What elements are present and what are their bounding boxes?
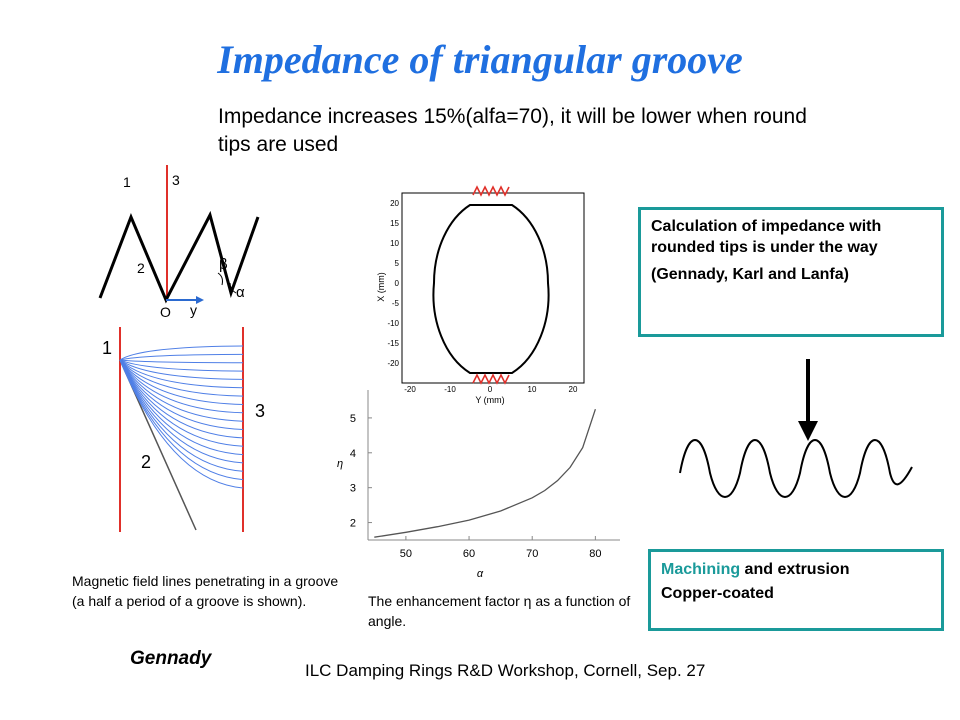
field-line xyxy=(119,359,244,380)
calculation-note-box: Calculation of impedance with rounded ti… xyxy=(638,207,944,337)
ytick: 5 xyxy=(395,259,400,268)
field-line xyxy=(119,359,244,389)
xtick: 20 xyxy=(569,385,578,394)
field-line xyxy=(119,359,244,481)
series-line xyxy=(374,408,597,538)
beta-arc xyxy=(217,272,223,286)
field-line xyxy=(119,359,244,489)
x-tick-label: 50 xyxy=(400,548,412,560)
ytick: -10 xyxy=(387,319,399,328)
xtick: -10 xyxy=(444,385,456,394)
field-line xyxy=(119,345,244,361)
ytick: -5 xyxy=(392,299,400,308)
machining-line: Machining and extrusion xyxy=(661,558,931,582)
author-name: Gennady xyxy=(130,648,212,669)
down-arrow-icon xyxy=(798,421,818,441)
y-tick-label: 5 xyxy=(350,413,356,425)
field-label-3: 3 xyxy=(255,401,265,421)
ytick: 0 xyxy=(395,279,400,288)
enhancement-factor-chart: 50 60 70 80 2 3 4 5 α η xyxy=(337,390,620,580)
field-lines-caption: Magnetic field lines penetrating in a gr… xyxy=(72,573,339,609)
ytick: -15 xyxy=(387,339,399,348)
cross-section-xlabel: Y (mm) xyxy=(475,395,504,405)
calc-note-text: Calculation of impedance with rounded ti… xyxy=(651,218,882,256)
field-line xyxy=(119,359,244,414)
copper-coated-text: Copper-coated xyxy=(661,585,774,602)
field-line xyxy=(119,359,244,372)
rounded-groove-figure xyxy=(679,359,913,498)
extrusion-text: and extrusion xyxy=(740,561,850,578)
cross-section-figure: 20 15 10 5 0 -5 -10 -15 -20 -20 -10 0 10… xyxy=(376,185,585,405)
triangular-groove-profile xyxy=(98,210,260,304)
alpha-arc xyxy=(229,282,237,294)
cross-section-ylabel: X (mm) xyxy=(376,272,386,302)
machining-word: Machining xyxy=(661,561,741,578)
label-y: y xyxy=(190,302,197,318)
x-tick-label: 60 xyxy=(463,548,475,560)
x-tick-label: 70 xyxy=(526,548,538,560)
chart-ylabel: η xyxy=(337,458,343,470)
ytick: -20 xyxy=(387,359,399,368)
label-1: 1 xyxy=(123,174,131,190)
field-line xyxy=(119,359,244,422)
field-line xyxy=(119,359,244,447)
xtick: 10 xyxy=(528,385,537,394)
xtick: -20 xyxy=(404,385,416,394)
field-line xyxy=(119,359,244,397)
machining-note-box: Machining and extrusion Copper-coated xyxy=(648,549,944,631)
xtick: 0 xyxy=(488,385,493,394)
slide-subtitle: Impedance increases 15%(alfa=70), it wil… xyxy=(218,105,807,156)
footer-text: ILC Damping Rings R&D Workshop, Cornell,… xyxy=(305,661,706,680)
rounded-groove-profile xyxy=(679,439,913,498)
field-lines-figure: 1 2 3 xyxy=(102,327,265,532)
bottom-groove-zigzag xyxy=(472,373,510,385)
chamber-outline xyxy=(432,204,550,374)
y-tick-label: 4 xyxy=(350,448,356,460)
field-line xyxy=(119,359,244,405)
label-origin: O xyxy=(160,304,171,320)
label-alpha: α xyxy=(236,284,245,301)
field-lines-group xyxy=(119,345,244,489)
chart-xlabel: α xyxy=(477,568,484,580)
y-tick-label: 2 xyxy=(350,518,356,530)
ytick: 10 xyxy=(390,239,399,248)
field-line xyxy=(119,359,244,439)
enhancement-caption: The enhancement factor η as a function o… xyxy=(368,593,631,629)
plot-frame xyxy=(401,192,585,384)
field-line xyxy=(119,353,244,361)
field-line xyxy=(119,359,244,364)
field-label-1: 1 xyxy=(102,338,112,358)
field-line xyxy=(119,359,244,472)
field-label-2: 2 xyxy=(141,452,151,472)
field-line xyxy=(119,359,244,464)
field-line xyxy=(119,359,244,456)
arrow-head-icon xyxy=(196,296,204,304)
calc-note-authors: (Gennady, Karl and Lanfa) xyxy=(651,266,849,283)
label-2: 2 xyxy=(137,260,145,276)
y-tick-label: 3 xyxy=(350,483,356,495)
field-line xyxy=(119,359,244,430)
slide-title: Impedance of triangular groove xyxy=(217,37,743,82)
x-tick-label: 80 xyxy=(589,548,601,560)
ytick: 15 xyxy=(390,219,399,228)
top-groove-zigzag xyxy=(472,185,510,197)
ytick: 20 xyxy=(390,199,399,208)
label-beta: β xyxy=(219,256,228,273)
label-3: 3 xyxy=(172,172,180,188)
groove-geometry-diagram: 1 3 2 β α O y xyxy=(98,165,260,320)
